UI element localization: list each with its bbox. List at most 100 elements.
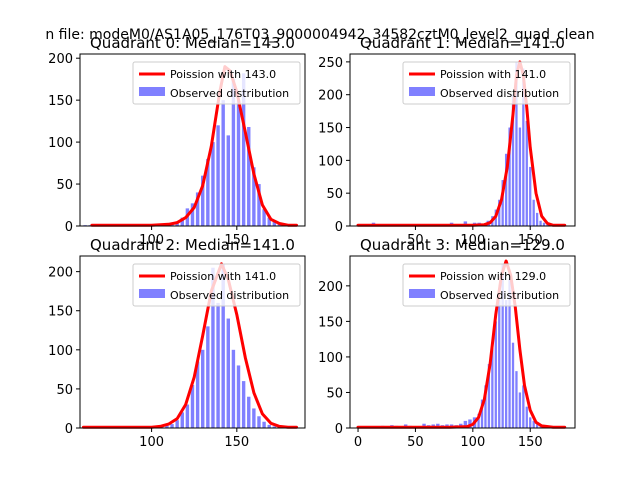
histogram-bar <box>511 342 515 428</box>
histogram-bar <box>201 349 205 428</box>
legend-label-observed: Observed distribution <box>440 289 559 302</box>
axes-frame <box>349 53 576 227</box>
histogram-bar <box>221 100 225 226</box>
y-tick-label: 0 <box>335 422 343 437</box>
x-tick-label: 150 <box>518 435 543 450</box>
legend-hist-swatch <box>139 289 165 298</box>
histogram-bar <box>525 406 528 428</box>
histogram-bar <box>226 318 230 428</box>
y-tick-label: 200 <box>48 266 73 281</box>
axes-frame <box>349 255 576 429</box>
histogram-bar <box>498 199 501 226</box>
histogram-bar <box>201 175 205 226</box>
histogram-bar <box>190 203 195 226</box>
y-tick-label: 0 <box>335 220 343 235</box>
histogram-bar <box>267 424 271 428</box>
histogram-bar <box>262 421 266 428</box>
histogram-bar <box>529 417 532 428</box>
histogram-bar <box>206 326 210 428</box>
poisson-curve <box>81 262 298 429</box>
y-tick-label: 100 <box>48 136 73 151</box>
histogram-bar <box>252 167 256 226</box>
histogram-bar <box>535 424 539 428</box>
y-tick-label: 150 <box>318 122 343 137</box>
histogram-bar <box>226 135 230 226</box>
histogram-bar <box>247 126 251 226</box>
histogram-bar <box>501 264 504 428</box>
histogram-bar <box>190 385 195 428</box>
histogram-bar <box>504 153 508 226</box>
histogram-bar <box>508 127 511 226</box>
legend-label-poisson: Poission with 143.0 <box>170 68 276 81</box>
legend-box <box>402 61 571 105</box>
histogram-bar <box>257 184 261 226</box>
histogram-bar <box>484 385 487 428</box>
quadrant-title: Quadrant 3: Median=129.0 <box>360 236 565 254</box>
histogram-bar <box>518 127 522 226</box>
y-tick-label: 50 <box>326 386 343 401</box>
histogram-bar <box>542 222 546 226</box>
x-tick-label: 150 <box>224 233 249 248</box>
histogram-bar <box>195 361 200 428</box>
histogram-bar <box>221 263 225 428</box>
histogram-bar <box>515 61 518 226</box>
y-tick-label: 200 <box>318 89 343 104</box>
legend-label-poisson: Poission with 129.0 <box>440 270 546 283</box>
histogram-bar <box>236 365 241 428</box>
legend-hist-swatch <box>409 289 435 298</box>
quadrant-1-axes: 50 100 150 0 50 100 150 200 250 Quadrant 1: Media… <box>318 34 576 248</box>
histogram-bar <box>535 212 539 226</box>
histogram-bar <box>236 100 241 226</box>
histogram-bar <box>498 300 501 428</box>
histogram-bar <box>522 68 525 226</box>
y-tick-label: 200 <box>318 280 343 295</box>
histogram-bar <box>267 217 271 226</box>
histogram-bar <box>501 180 504 226</box>
y-tick-label: 0 <box>65 422 73 437</box>
histogram-bar <box>241 73 246 226</box>
histogram-bar <box>515 371 518 428</box>
y-tick-label: 50 <box>56 383 73 398</box>
x-tick-label: 100 <box>460 435 485 450</box>
histogram-bar <box>504 300 508 428</box>
y-tick-label: 50 <box>56 178 73 193</box>
histogram-bar <box>522 385 525 428</box>
histogram-bar <box>529 166 532 226</box>
histogram-bar <box>272 221 277 226</box>
x-tick-label: 100 <box>139 435 164 450</box>
histogram-bar <box>487 364 491 428</box>
x-tick-label: 100 <box>460 233 485 248</box>
y-tick-label: 150 <box>48 94 73 109</box>
histogram-bar <box>539 220 542 226</box>
histogram-bar <box>185 404 190 428</box>
histogram-bar <box>241 381 246 428</box>
x-tick-label: 0 <box>354 435 362 450</box>
histogram-bar <box>170 224 174 226</box>
figure-suptitle: n file: modeM0/AS1A05_176T03_9000004942_… <box>45 27 594 43</box>
histogram-bar <box>170 424 174 428</box>
y-tick-label: 100 <box>48 344 73 359</box>
legend-hist-swatch <box>409 87 435 96</box>
histogram-bar <box>247 396 251 428</box>
histogram-bar <box>262 209 266 226</box>
quadrant-2-axes: 100 150 0 50 100 150 200 Quadrant 2: Median=141… <box>48 236 306 450</box>
histogram-bar <box>477 413 480 428</box>
histogram-bar <box>231 349 236 428</box>
histogram-bar <box>463 420 468 428</box>
axes-frame <box>79 53 306 227</box>
legend-label-poisson: Poission with 141.0 <box>170 270 276 283</box>
y-tick-label: 100 <box>318 154 343 169</box>
y-tick-label: 150 <box>48 305 73 320</box>
histogram-bar <box>216 302 220 428</box>
histogram-bar <box>175 223 179 226</box>
histogram-bar <box>180 217 184 226</box>
histogram-bar <box>518 392 522 428</box>
y-tick-label: 0 <box>65 220 73 235</box>
histogram-bar <box>180 412 184 428</box>
quadrant-title: Quadrant 1: Median=141.0 <box>360 34 565 52</box>
legend-label-observed: Observed distribution <box>170 289 289 302</box>
histogram-bar <box>211 267 215 428</box>
poisson-curve <box>90 65 298 227</box>
